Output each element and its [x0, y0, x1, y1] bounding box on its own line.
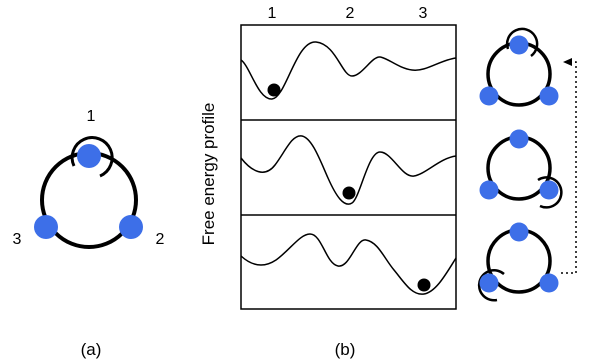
energy-profile-3 [240, 233, 457, 295]
caption-b: (b) [335, 340, 356, 359]
arc-marker-a [70, 136, 114, 178]
well-label-1: 1 [268, 5, 277, 22]
site-2-a [119, 215, 143, 239]
site-3-a [34, 215, 58, 239]
caption-a: (a) [81, 340, 102, 359]
state-2 [479, 129, 563, 209]
site-3-state-1 [479, 86, 499, 106]
y-axis-label: Free energy profile [199, 103, 218, 246]
state-icons [477, 27, 577, 302]
site-label-3-a: 3 [13, 231, 22, 248]
site-2-state-1 [539, 86, 559, 106]
site-1-state-2 [509, 129, 529, 149]
site-label-2-a: 2 [156, 231, 165, 248]
arc-marker-state-1 [505, 27, 539, 58]
well-label-2: 2 [346, 5, 355, 22]
site-3-state-2 [479, 180, 499, 200]
profile-frame [240, 24, 457, 310]
site-3-state-3 [479, 273, 499, 293]
cycle-connector [561, 61, 577, 274]
site-label-1-a: 1 [87, 108, 96, 125]
well-label-3: 3 [419, 5, 428, 22]
arc-marker-state-2 [537, 176, 563, 209]
site-1-state-3 [509, 222, 529, 242]
panel-a: 1 2 3 (a) [13, 108, 165, 359]
particle-profile-1 [267, 83, 281, 97]
state-1 [479, 27, 559, 107]
particle-profile-2 [342, 186, 356, 200]
site-2-state-3 [539, 273, 559, 293]
particle-profile-3 [417, 278, 431, 292]
cycle-arrowhead [563, 58, 572, 66]
energy-profile-2 [240, 135, 457, 205]
site-2-state-2 [539, 180, 559, 200]
site-1-state-1 [509, 35, 529, 55]
panel-b: Free energy profile 1 2 3 (b) [199, 5, 457, 359]
state-3 [477, 222, 559, 302]
energy-profile-1 [240, 41, 457, 100]
site-1-a [77, 144, 101, 168]
